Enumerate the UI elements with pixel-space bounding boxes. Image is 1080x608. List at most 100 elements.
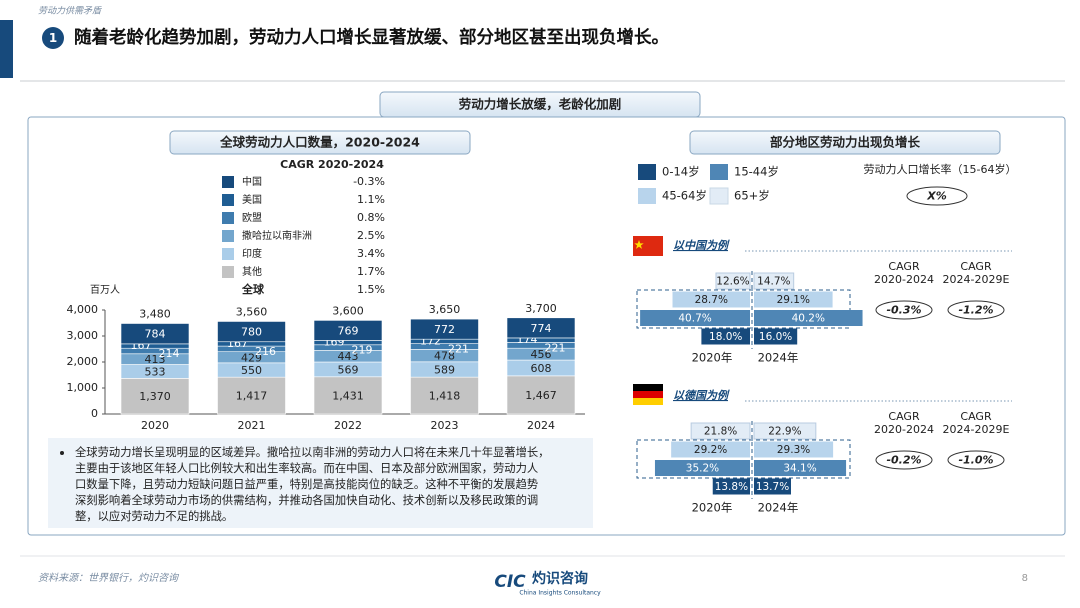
legend-cagr: -0.3%: [353, 175, 385, 188]
cagr-header: CAGR: [960, 410, 992, 423]
age-bar-label: 13.8%: [715, 481, 748, 493]
bar-value-label: 772: [434, 323, 455, 336]
age-bar: [640, 310, 750, 326]
age-bar-label: 13.7%: [756, 481, 789, 493]
age-swatch: [638, 164, 656, 180]
page-number: 8: [1022, 573, 1028, 584]
age-name: 15-44岁: [734, 165, 779, 179]
dashed-frame: [636, 439, 851, 479]
banner-box: [379, 91, 701, 118]
legend-cagr: 1.7%: [357, 265, 385, 278]
legend-swatch: [222, 248, 234, 260]
bar-value-label: 1,370: [139, 390, 171, 403]
note-line: 口数量下降，且劳动力短缺问题日益严重，特别是高技能岗位的缺乏。这种不平衡的发展趋…: [75, 477, 538, 491]
age-swatch: [709, 187, 729, 205]
age-swatch: [710, 164, 728, 180]
y-unit: 百万人: [90, 284, 120, 296]
logo-en: China Insights Consultancy: [519, 590, 601, 597]
bar-segment: [506, 375, 576, 415]
cagr-header: CAGR: [960, 260, 992, 273]
age-bar: [754, 328, 798, 345]
note-line: 深刻影响着全球劳动力市场的供需结构，并推动各国加快自动化、技术创新以及移民政策的…: [75, 493, 538, 507]
bar-value-label: 774: [531, 322, 552, 335]
x-tick-label: 2024: [527, 419, 555, 432]
age-bar-label: 21.8%: [704, 426, 737, 438]
year-label: 2024年: [758, 501, 799, 515]
bar-segment: [506, 317, 576, 339]
legend-cagr: 3.4%: [357, 247, 385, 260]
bar-segment: [217, 321, 286, 343]
bar-value-label: 608: [531, 362, 552, 375]
bar-value-label: 413: [145, 353, 166, 366]
age-bar-label: 40.2%: [792, 313, 825, 325]
age-name: 45-64岁: [662, 189, 707, 203]
bar-value-label: 769: [338, 324, 359, 337]
bar-segment: [410, 376, 479, 415]
cagr-oval: [875, 300, 933, 320]
age-bar-label: 16.0%: [759, 331, 792, 343]
age-name: 65+岁: [734, 189, 770, 203]
note-line: 全球劳动力增长呈现明显的区域差异。撒哈拉以南非洲的劳动力人口将在未来几十年显著增…: [75, 445, 549, 459]
total-label: 3,650: [429, 303, 461, 316]
growth-value: X%: [926, 190, 947, 203]
age-bar: [701, 328, 750, 345]
bar-value-label: 780: [241, 326, 262, 339]
legend-name: 美国: [242, 193, 262, 206]
bar-value-label: 221: [545, 341, 566, 354]
x-tick-label: 2023: [431, 419, 459, 432]
year-label: 2020年: [692, 501, 733, 515]
cagr-header: 2024-2029E: [943, 273, 1010, 286]
bar-value-label: 550: [241, 364, 262, 377]
bar-value-label: 456: [531, 348, 552, 361]
bar-value-label: 589: [434, 363, 455, 376]
bar-value-label: 1,417: [236, 390, 268, 403]
y-tick-label: 2,000: [67, 355, 99, 368]
total-label: 3,480: [139, 308, 171, 321]
bar-segment: [313, 376, 383, 415]
bar-segment: [120, 378, 190, 415]
legend-title: CAGR 2020-2024: [280, 158, 384, 171]
cagr-value: -1.2%: [958, 304, 993, 317]
logo-mark: CIC: [494, 572, 526, 592]
age-bar: [753, 422, 817, 440]
age-bar: [672, 291, 750, 308]
notes-box: [48, 438, 593, 528]
cagr-header: CAGR: [888, 260, 920, 273]
bar-segment: [410, 318, 479, 340]
age-bar: [715, 272, 751, 290]
legend-cagr: 1.1%: [357, 193, 385, 206]
cagr-oval: [947, 300, 1005, 320]
legend-name: 其他: [242, 265, 262, 278]
bar-value-label: 443: [338, 350, 359, 363]
notes: 全球劳动力增长呈现明显的区域差异。撒哈拉以南非洲的劳动力人口将在未来几十年显著增…: [75, 445, 549, 523]
y-tick-label: 0: [91, 407, 98, 420]
cagr-oval: [875, 450, 933, 470]
cagr-header: 2020-2024: [874, 423, 934, 436]
bullet: [60, 451, 64, 455]
germany-flag: [633, 384, 663, 405]
age-bar-label: 40.7%: [678, 313, 711, 325]
bar-value-label: 569: [338, 363, 359, 376]
bar-value-label: 219: [352, 344, 373, 357]
bar-value-label: 1,467: [525, 389, 557, 402]
age-bar: [712, 478, 750, 495]
age-bar-label: 29.2%: [694, 444, 727, 456]
bar-value-label: 221: [448, 343, 469, 356]
cagr-oval: [947, 450, 1005, 470]
age-bar: [754, 291, 833, 308]
growth-oval: [906, 186, 968, 206]
cagr-value: -1.0%: [958, 454, 993, 467]
section-label: 劳动力供需矛盾: [38, 6, 103, 17]
legend-swatch: [222, 176, 234, 188]
bar-segment: [217, 376, 286, 415]
accent-bar: [0, 20, 13, 78]
legend-cagr: 0.8%: [357, 211, 385, 224]
banner: 劳动力增长放缓，老龄化加剧: [459, 97, 622, 112]
region-header-box: [689, 130, 1001, 155]
year-label: 2020年: [692, 351, 733, 365]
age-bar: [754, 460, 847, 476]
cagr-value: -0.3%: [886, 304, 921, 317]
bar-value-label: 533: [145, 365, 166, 378]
total-label: 3,560: [236, 305, 268, 318]
cagr-header: CAGR: [888, 410, 920, 423]
